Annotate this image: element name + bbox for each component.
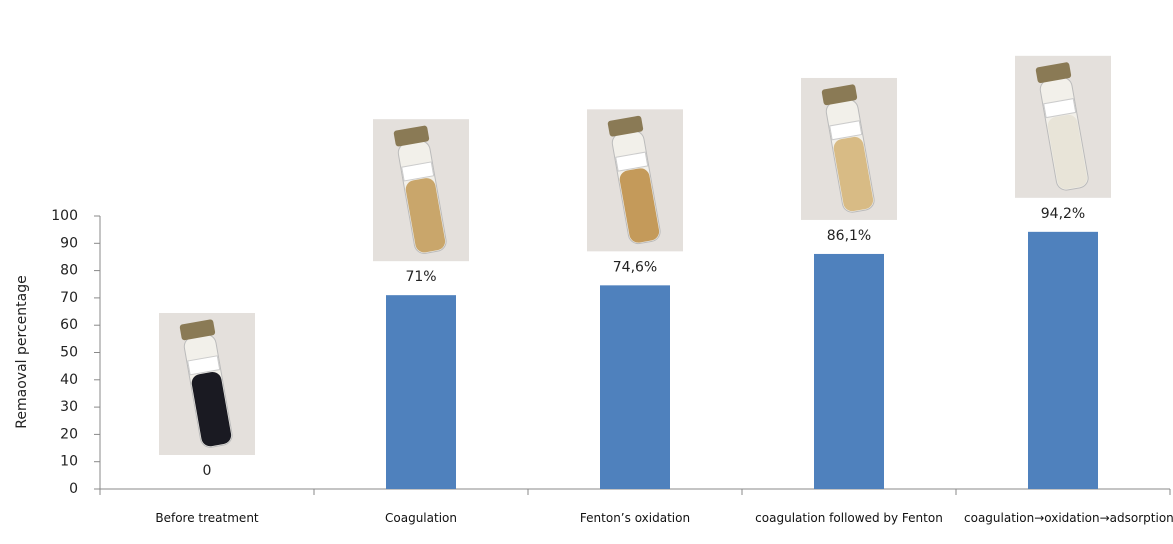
tube-part — [401, 161, 435, 182]
y-tick-label: 80 — [60, 263, 78, 279]
tube — [179, 319, 233, 448]
y-tick-label: 70 — [60, 290, 78, 306]
x-tick-label: Fenton’s oxidation — [579, 511, 691, 525]
y-tick-label: 30 — [60, 399, 78, 415]
x-tick-label: coagulation followed by Fenton — [755, 511, 943, 525]
y-tick-label: 100 — [51, 208, 78, 224]
tube-part — [619, 168, 660, 243]
tube-part — [393, 125, 430, 147]
value-label: 94,2% — [1041, 206, 1085, 222]
y-tick-label: 40 — [60, 372, 78, 388]
bar — [1028, 231, 1098, 490]
tube-part — [191, 371, 232, 447]
tube-part — [1035, 62, 1072, 84]
tube-part — [615, 151, 649, 172]
y-tick-label: 60 — [60, 317, 78, 333]
tube-part — [405, 178, 446, 253]
tube-part — [187, 355, 221, 376]
y-axis-label: Remaoval percentage — [14, 275, 30, 428]
tube-part — [821, 84, 858, 106]
value-label: 86,1% — [827, 228, 871, 244]
value-label: 74,6% — [613, 259, 657, 275]
y-tick-label: 0 — [69, 481, 78, 497]
tube — [821, 84, 875, 213]
value-label: 0 — [203, 463, 212, 479]
tube — [393, 125, 447, 254]
tube-part — [607, 115, 644, 137]
tube-part — [833, 136, 874, 212]
bar — [600, 285, 670, 489]
y-tick-label: 90 — [60, 235, 78, 251]
bar — [386, 295, 456, 489]
tube-part — [179, 319, 216, 341]
y-tick-label: 10 — [60, 454, 78, 470]
x-tick-label: coagulation→oxidation→adsorption — [964, 511, 1173, 525]
x-tick-label: Before treatment — [155, 511, 259, 525]
tube — [607, 115, 661, 245]
tube-part — [1043, 98, 1077, 119]
y-tick-label: 20 — [60, 426, 78, 442]
tube-part — [829, 120, 863, 141]
tube-part — [1047, 114, 1088, 190]
y-tick-label: 50 — [60, 345, 78, 361]
x-tick-label: Coagulation — [385, 511, 457, 525]
bar — [814, 253, 884, 489]
value-label: 71% — [405, 269, 436, 285]
tube — [1035, 62, 1089, 191]
